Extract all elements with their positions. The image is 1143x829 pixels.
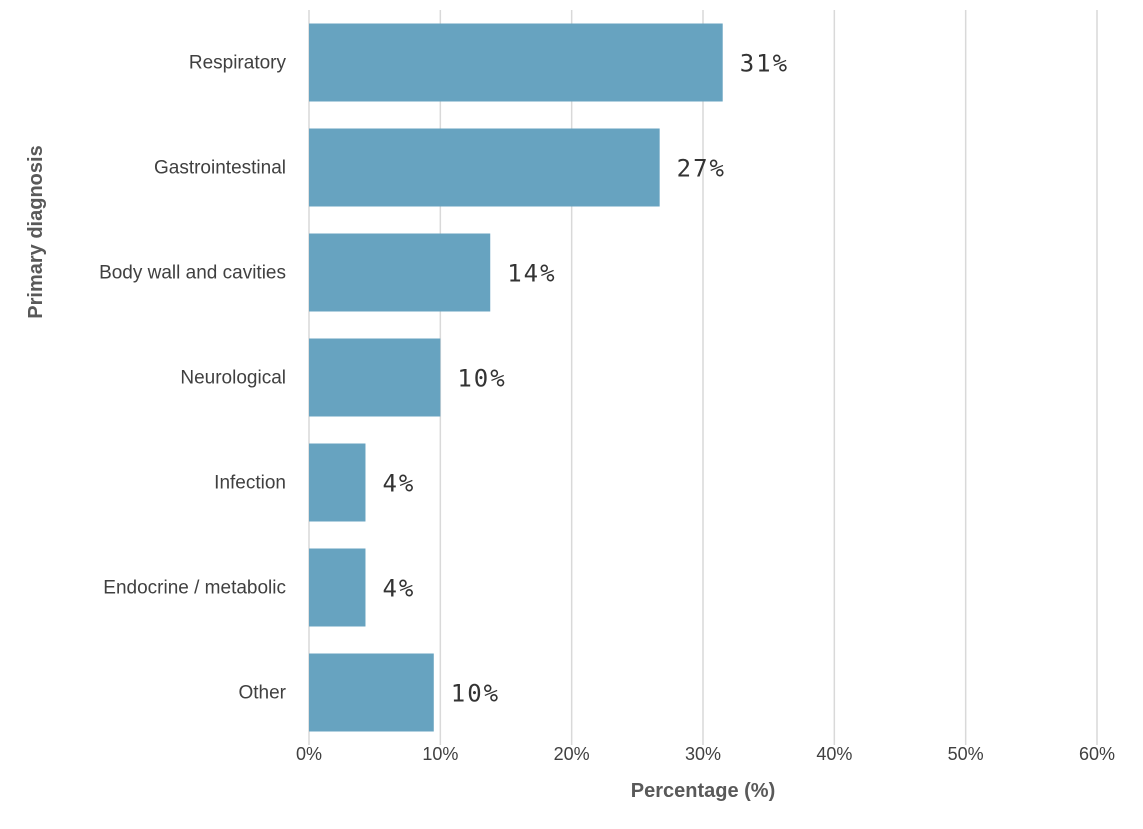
bar xyxy=(309,443,366,522)
bar xyxy=(309,653,434,732)
data-labels: 31% 27% 14% 10% 4% 4% 10% xyxy=(382,50,789,708)
data-label: 14% xyxy=(507,260,556,288)
x-tick-label: 60% xyxy=(1079,744,1115,764)
category-labels: Respiratory Gastrointestinal Body wall and… xyxy=(99,53,287,704)
category-label: Respiratory xyxy=(189,53,287,74)
x-tick-label: 30% xyxy=(685,744,721,764)
data-label: 10% xyxy=(457,365,506,393)
x-tick-label: 10% xyxy=(422,744,458,764)
x-axis-title: Percentage (%) xyxy=(631,780,776,802)
x-tick-label: 50% xyxy=(948,744,984,764)
x-tick-label: 40% xyxy=(816,744,852,764)
data-label: 31% xyxy=(740,50,789,78)
x-tick-label: 20% xyxy=(554,744,590,764)
category-label: Body wall and cavities xyxy=(99,263,286,284)
data-label: 4% xyxy=(382,470,415,498)
category-label: Endocrine / metabolic xyxy=(103,578,286,599)
data-label: 10% xyxy=(451,680,500,708)
category-label: Gastrointestinal xyxy=(154,158,286,179)
bar xyxy=(309,338,441,417)
category-label: Infection xyxy=(214,473,286,494)
category-label: Other xyxy=(238,683,286,704)
y-axis-title: Primary diagnosis xyxy=(25,145,47,318)
bars xyxy=(309,23,723,732)
x-tick-labels: 0% 10% 20% 30% 40% 50% 60% xyxy=(296,744,1115,764)
data-label: 27% xyxy=(677,155,726,183)
bar xyxy=(309,233,491,312)
data-label: 4% xyxy=(382,575,415,603)
bar xyxy=(309,128,660,207)
x-tick-label: 0% xyxy=(296,744,322,764)
bar xyxy=(309,23,723,102)
bar xyxy=(309,548,366,627)
category-label: Neurological xyxy=(180,368,286,389)
